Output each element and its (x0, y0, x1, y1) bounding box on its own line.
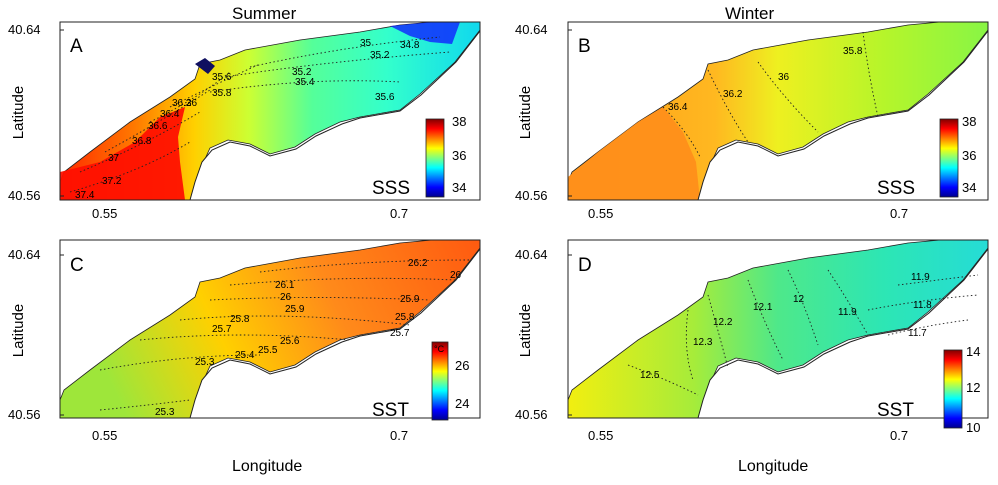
colorbar-unit: °C (434, 344, 445, 354)
contour-label: 35.2 (370, 50, 390, 61)
x-axis-label-D: Longitude (738, 458, 809, 475)
lat-tick: 40.56 (8, 188, 41, 203)
contour-label: 36.2 (723, 89, 743, 100)
contour-label: 35.8 (843, 46, 863, 57)
lon-tick: 0.7 (890, 428, 909, 443)
variable-label-A: SSS (372, 178, 411, 199)
colorbar-tick: 38 (962, 114, 977, 129)
lat-tick: 40.64 (8, 22, 41, 37)
colorbar-C (431, 341, 449, 421)
panel-letter-C: C (70, 255, 84, 276)
contour-label: 25.9 (285, 304, 305, 315)
contour-label: 35.8 (212, 88, 232, 99)
lon-tick: 0.7 (390, 428, 409, 443)
y-axis-label-D: Latitude (517, 303, 535, 358)
contour-label: 25.7 (212, 324, 232, 335)
lon-tick: 0.55 (588, 206, 614, 221)
colorbar-tick: 12 (966, 380, 981, 395)
contour-label: 11.9 (838, 307, 857, 318)
contour-label: 26 (450, 270, 462, 281)
column-title-summer: Summer (232, 4, 297, 23)
contour-label: 26.1 (275, 280, 295, 291)
lon-tick: 0.7 (890, 206, 909, 221)
contour-label: 25.8 (395, 312, 415, 323)
lat-tick: 40.56 (515, 407, 548, 422)
contour-label: 25.7 (390, 328, 410, 339)
contour-label: 36.4 (668, 102, 688, 113)
lat-tick: 40.64 (8, 247, 41, 262)
contour-label: 35.4 (295, 77, 315, 88)
contour-label: 36.4 (160, 109, 180, 120)
contour-label: 25.6 (280, 336, 300, 347)
contour-label: 35 (360, 38, 372, 49)
contour-label: 35.2 (292, 67, 312, 78)
lat-tick: 40.56 (8, 407, 41, 422)
contour-label: 12.2 (713, 317, 733, 328)
contour-label: 12 (793, 294, 805, 305)
contour-label: 36 (186, 98, 198, 109)
colorbar-tick: 24 (455, 396, 470, 411)
contour-label: 11.8 (913, 300, 932, 311)
y-axis-label-B: Latitude (517, 85, 535, 140)
lon-tick: 0.55 (588, 428, 614, 443)
lat-tick: 40.56 (515, 188, 548, 203)
lat-tick: 40.64 (515, 247, 548, 262)
contour-label: 25.3 (195, 357, 215, 368)
contour-label: 35.6 (375, 92, 395, 103)
contour-label: 36.2 (172, 98, 192, 109)
contour-label: 37.4 (75, 190, 95, 201)
lat-tick: 40.64 (515, 22, 548, 37)
panel-letter-A: A (70, 36, 83, 57)
colorbar-tick: 36 (962, 148, 977, 163)
colorbar-D (943, 349, 963, 429)
variable-label-C: SST (372, 400, 409, 421)
contour-label: 37 (108, 153, 120, 164)
colorbar-tick: 34 (452, 180, 467, 195)
colorbar-tick: 36 (452, 148, 467, 163)
y-axis-label-A: Latitude (10, 85, 28, 140)
contour-label: 25.5 (258, 345, 278, 356)
contour-label: 11.9 (911, 272, 930, 283)
contour-label: 11.7 (908, 328, 927, 339)
variable-label-D: SST (877, 400, 914, 421)
y-axis-label-C: Latitude (10, 303, 28, 358)
lon-tick: 0.55 (92, 206, 118, 221)
colorbar-tick: 38 (452, 114, 467, 129)
contour-label: 25.9 (400, 294, 420, 305)
variable-label-B: SSS (877, 178, 916, 199)
panel-C-map: 25.3 25.3 25.4 25.5 25.6 25.7 25.7 25.8 … (59, 239, 481, 419)
lon-tick: 0.7 (390, 206, 409, 221)
contour-label: 25.3 (155, 407, 175, 418)
colorbar-tick: 26 (455, 358, 470, 373)
panel-A-map: 37.4 37.2 37 36.8 36.6 36.4 36.2 36 35.8… (59, 21, 481, 201)
contour-label: 12.3 (693, 337, 713, 348)
column-title-winter: Winter (725, 4, 775, 23)
contour-label: 36.6 (148, 121, 168, 132)
colorbar-A (425, 118, 445, 198)
contour-label: 36.8 (132, 136, 152, 147)
colorbar-tick: 10 (966, 420, 981, 435)
panel-D-map: 12.5 12.3 12.2 12.1 12 11.9 11.9 11.8 11… (567, 239, 989, 419)
colorbar-tick: 34 (962, 180, 977, 195)
colorbar-B (939, 118, 959, 198)
contour-label: 25.4 (235, 350, 255, 361)
lon-tick: 0.55 (92, 428, 118, 443)
contour-label: 37.2 (102, 176, 122, 187)
contour-label: 12.1 (753, 302, 773, 313)
colorbar-tick: 14 (966, 344, 981, 359)
contour-label: 25.8 (230, 314, 250, 325)
contour-label: 35.6 (212, 72, 232, 83)
contour-label: 12.5 (640, 370, 660, 381)
contour-label: 34.8 (400, 40, 420, 51)
panel-B-map: 36.4 36.2 36 35.8 (567, 21, 989, 201)
panel-letter-B: B (578, 36, 591, 57)
panel-letter-D: D (578, 255, 592, 276)
contour-label: 26 (280, 292, 292, 303)
contour-label: 36 (778, 72, 790, 83)
contour-label: 26.2 (408, 258, 428, 269)
x-axis-label-C: Longitude (232, 458, 303, 475)
